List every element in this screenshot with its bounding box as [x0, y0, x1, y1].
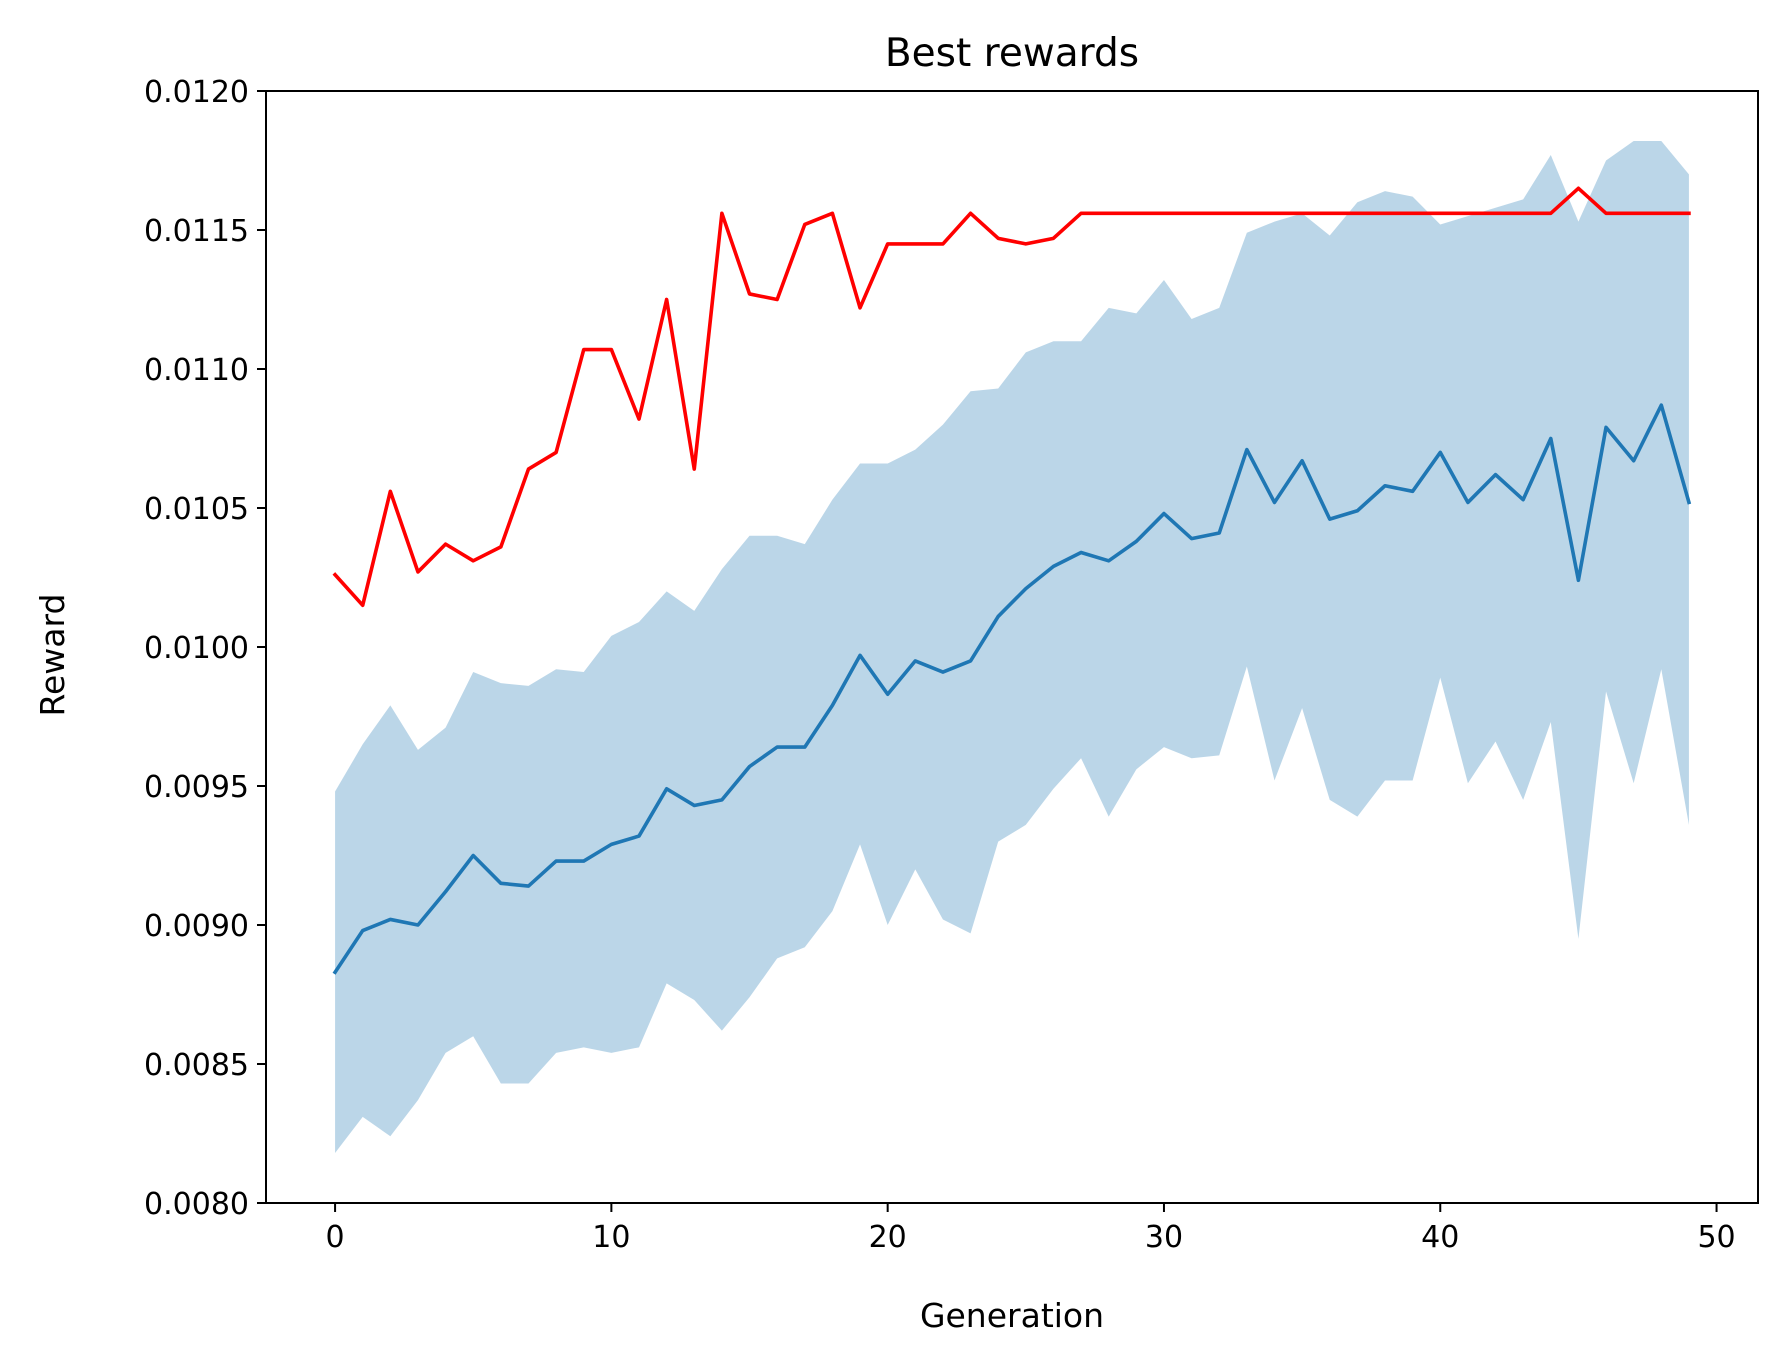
- x-tick-label: 10: [592, 1220, 630, 1255]
- x-tick-label: 50: [1697, 1220, 1735, 1255]
- y-tick-label: 0.0080: [144, 1187, 249, 1222]
- x-axis-label: Generation: [920, 1296, 1104, 1335]
- y-tick-label: 0.0095: [144, 770, 249, 805]
- chart-title: Best rewards: [885, 31, 1139, 76]
- series-0-line: [332, 186, 1691, 608]
- x-tick-label: 0: [326, 1220, 345, 1255]
- y-tick-label: 0.0120: [144, 75, 249, 110]
- y-tick-label: 0.0115: [144, 214, 249, 249]
- plot-area: [332, 141, 1692, 1153]
- series-1-line: [332, 403, 1692, 975]
- y-tick-label: 0.0100: [144, 631, 249, 666]
- y-axis-label: Reward: [33, 594, 72, 717]
- x-tick-label: 30: [1145, 1220, 1183, 1255]
- series-1-band: [335, 141, 1689, 1153]
- y-tick-label: 0.0105: [144, 492, 249, 527]
- x-tick-label: 20: [869, 1220, 907, 1255]
- y-tick-label: 0.0110: [144, 353, 249, 388]
- axes: 0 10 20 30 40 50 0.0080 0.0085 0.0090 0.0095 0.010…: [144, 75, 1759, 1255]
- x-tick-label: 40: [1421, 1220, 1459, 1255]
- y-tick-label: 0.0085: [144, 1048, 249, 1083]
- y-tick-label: 0.0090: [144, 909, 249, 944]
